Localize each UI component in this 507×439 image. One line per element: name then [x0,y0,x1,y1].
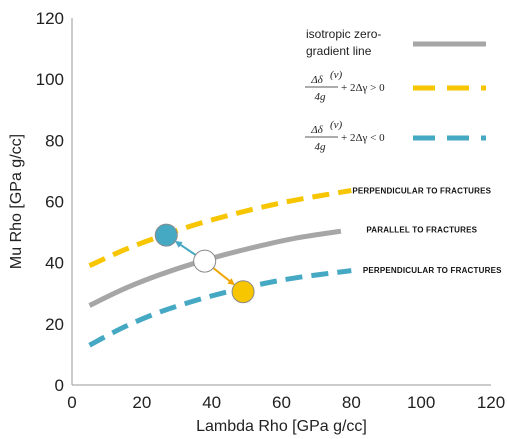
formula-superscript: (v) [330,69,343,81]
legend-label-isotropic-line1: isotropic zero- [306,27,381,41]
curve-annotation: PARALLEL TO FRACTURES [366,226,477,235]
formula-denominator: 4g [315,141,327,153]
curve-annotation: PERPENDICULAR TO FRACTURES [363,266,502,275]
y-tick-label: 60 [45,193,64,212]
formula-superscript: (v) [330,119,343,131]
x-tick-label: 60 [272,393,291,412]
series-layer [88,188,352,348]
blue-point [154,223,178,247]
y-tick-label: 80 [45,131,64,150]
axes: 0 20 40 60 80 100 120 0 20 40 60 80 100 120 Lambda Rho… [8,9,505,435]
marker-layer [154,223,255,304]
formula-condition: + 2Δγ > 0 [341,82,385,94]
legend-entry-positive: Δδ (v)4g + 2Δγ > 0 [305,69,486,103]
y-tick-label: 40 [45,254,64,273]
x-tick-label: 20 [132,393,151,412]
x-tick-label: 0 [67,393,76,412]
curve-annotation: PERPENDICULAR TO FRACTURES [352,186,491,195]
series-positive-line [88,188,352,268]
annotation-layer: PERPENDICULAR TO FRACTURES PARALLEL TO FR… [352,186,502,275]
orange-point [231,280,255,304]
y-tick-label: 100 [36,70,64,89]
series-negative-line [88,268,352,348]
legend-entry-negative: Δδ (v)4g + 2Δγ < 0 [305,119,486,153]
x-tick-label: 40 [202,393,221,412]
x-tick-label: 120 [477,393,505,412]
legend-label-isotropic-line2: gradient line [306,44,372,58]
formula-numerator: Δδ [310,124,323,136]
x-axis-title: Lambda Rho [GPa g/cc] [196,418,367,435]
isotropic-point [193,249,217,273]
x-tick-label: 100 [407,393,435,412]
formula-numerator: Δδ [310,74,323,86]
y-tick-label: 0 [55,376,64,395]
formula-denominator: 4g [315,91,327,103]
y-tick-label: 20 [45,315,64,334]
arrow-to-blue-point [174,241,197,256]
y-tick-label: 120 [36,9,64,28]
arrow-to-orange-point [212,267,235,286]
formula-condition: + 2Δγ < 0 [341,132,385,144]
y-axis-title: Mu Rho [GPa g/cc] [8,134,25,269]
x-tick-label: 80 [342,393,361,412]
